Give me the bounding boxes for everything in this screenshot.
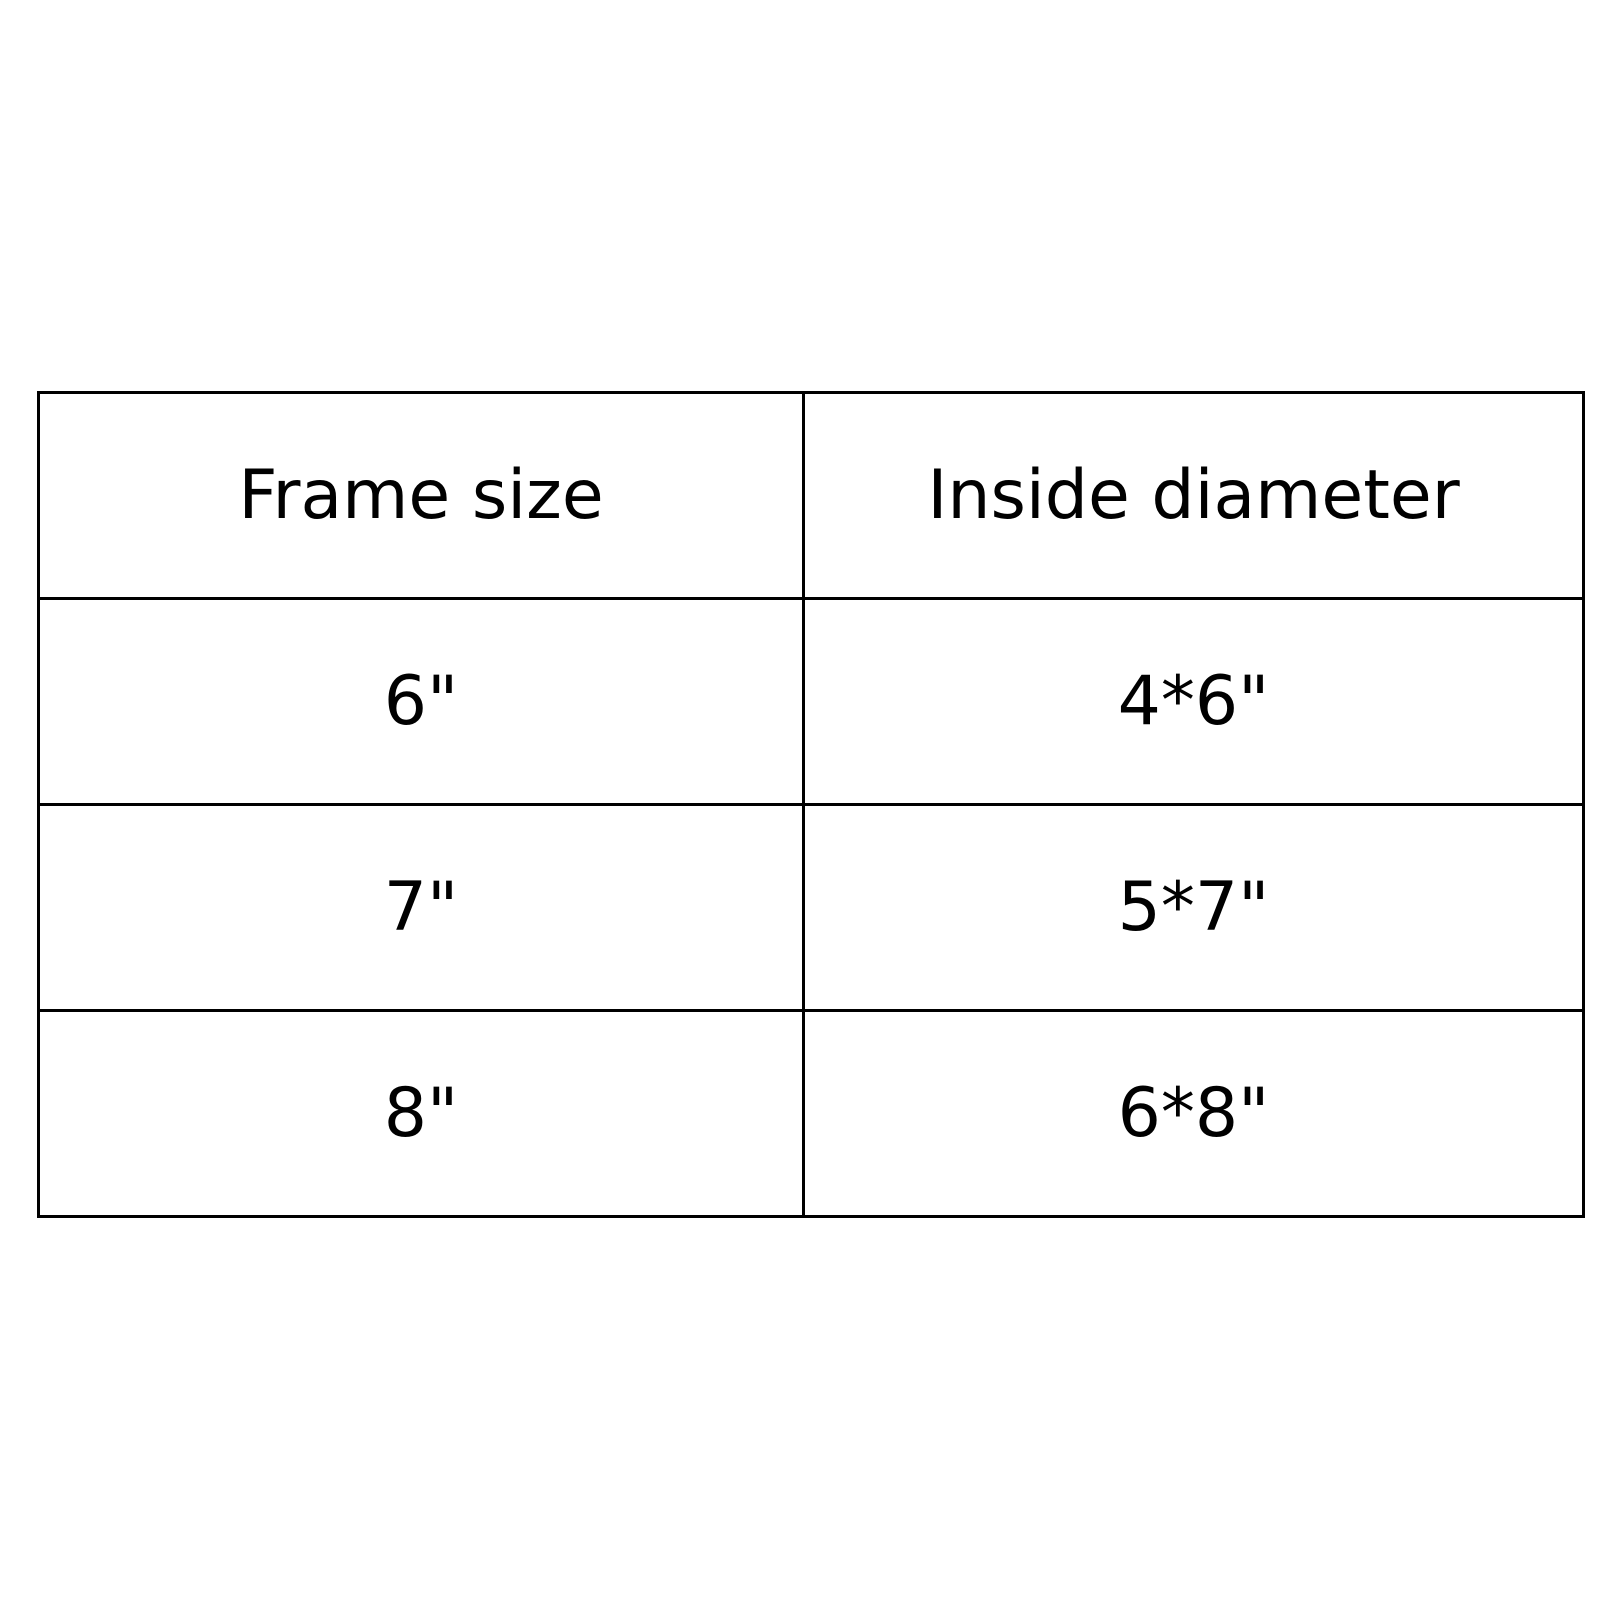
frame-size-cell: 8" [37, 1009, 805, 1218]
frame-size-cell: 7" [37, 803, 805, 1012]
header-frame-size: Frame size [37, 391, 805, 600]
header-inside-diameter: Inside diameter [802, 391, 1585, 600]
inside-diameter-cell: 5*7" [802, 803, 1585, 1012]
table-row: 6" 4*6" [37, 597, 1585, 806]
table-header-row: Frame size Inside diameter [37, 391, 1585, 600]
frame-size-cell: 6" [37, 597, 805, 806]
inside-diameter-cell: 4*6" [802, 597, 1585, 806]
table-row: 8" 6*8" [37, 1009, 1585, 1218]
inside-diameter-cell: 6*8" [802, 1009, 1585, 1218]
frame-size-table: Frame size Inside diameter 6" 4*6" 7" 5*… [37, 391, 1585, 1218]
table-row: 7" 5*7" [37, 803, 1585, 1012]
